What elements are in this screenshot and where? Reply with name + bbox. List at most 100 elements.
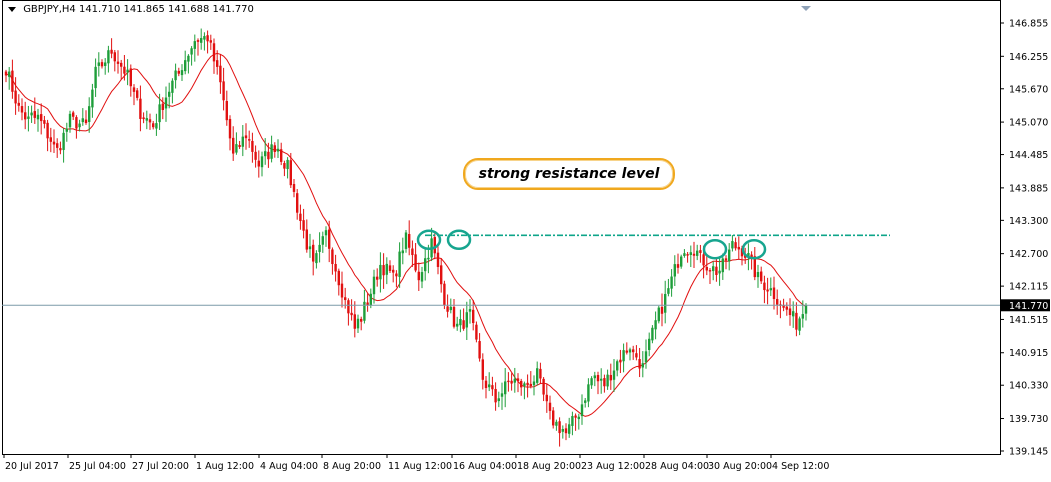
- candle: [94, 58, 97, 97]
- candle-body: [577, 416, 580, 420]
- candle: [40, 103, 43, 135]
- candle: [299, 204, 302, 230]
- candle: [641, 351, 644, 378]
- x-tick-label: 27 Jul 20:00: [132, 461, 189, 472]
- candle: [132, 84, 136, 106]
- candle: [324, 226, 328, 247]
- candle: [545, 383, 548, 413]
- candle-body: [187, 55, 190, 62]
- candle: [142, 112, 145, 124]
- candle: [683, 249, 686, 258]
- candle: [385, 257, 388, 285]
- candle: [312, 239, 315, 276]
- candle-body: [804, 305, 808, 314]
- candle: [657, 305, 660, 324]
- candle-body: [436, 252, 440, 267]
- candle: [612, 358, 616, 392]
- ohlc-values: 141.710 141.865 141.688 141.770: [78, 4, 254, 15]
- candle: [619, 349, 622, 374]
- candle: [728, 243, 731, 271]
- candle-body: [14, 90, 17, 104]
- candle: [216, 50, 219, 75]
- candle: [91, 83, 94, 118]
- candle: [235, 132, 238, 155]
- candle-body: [94, 66, 97, 89]
- candle: [360, 316, 363, 331]
- candle: [161, 97, 164, 120]
- candle-body: [600, 378, 603, 381]
- candle-body: [238, 145, 241, 148]
- candle: [667, 278, 670, 297]
- candle-body: [481, 359, 484, 380]
- candle-body: [632, 349, 635, 353]
- candle: [625, 342, 628, 355]
- candle-body: [552, 410, 555, 426]
- x-tick-label: 4 Sep 12:00: [772, 461, 829, 472]
- candle-body: [315, 253, 318, 264]
- candle-body: [491, 385, 494, 390]
- y-tick-label: 146.255: [1009, 52, 1048, 63]
- candle-body: [244, 135, 248, 139]
- candle: [420, 266, 424, 289]
- candle: [680, 254, 683, 269]
- candle-body: [676, 264, 680, 268]
- candle: [520, 378, 523, 396]
- candle: [81, 108, 84, 126]
- candle: [542, 377, 545, 402]
- candle-body: [228, 118, 232, 139]
- candle: [251, 132, 254, 163]
- candle-body: [558, 421, 561, 434]
- candle: [171, 78, 174, 104]
- dropdown-triangle-icon[interactable]: [8, 6, 16, 12]
- candle-body: [788, 308, 792, 316]
- candle-body: [420, 272, 424, 282]
- candle-body: [619, 359, 622, 363]
- candle: [414, 243, 417, 273]
- candle: [491, 376, 494, 396]
- candle-body: [465, 312, 468, 328]
- candle-body: [65, 128, 68, 132]
- candle: [158, 93, 161, 130]
- candle-body: [548, 402, 552, 411]
- candle: [350, 299, 353, 321]
- candle-body: [785, 306, 788, 310]
- candle: [228, 115, 232, 151]
- candle-body: [510, 380, 513, 384]
- candle: [254, 145, 257, 168]
- candle-body: [299, 213, 302, 222]
- candle: [24, 101, 27, 130]
- candle-body: [401, 250, 404, 254]
- candle-body: [267, 151, 270, 160]
- candle-body: [280, 149, 283, 162]
- candle: [552, 407, 555, 429]
- candle-body: [312, 244, 315, 262]
- candle-body: [382, 265, 385, 276]
- candle: [510, 373, 513, 391]
- candle-body: [507, 380, 510, 383]
- x-axis: 20 Jul 2017 25 Jul 04:00 27 Jul 20:00 1 Aug…: [3, 454, 829, 472]
- candle-body: [433, 237, 436, 254]
- candle: [484, 375, 488, 399]
- candle-body: [443, 283, 446, 306]
- candle: [305, 219, 308, 253]
- candle: [244, 123, 248, 150]
- candle-body: [171, 80, 174, 93]
- candle: [670, 269, 673, 297]
- candle: [699, 244, 702, 263]
- candle-body: [705, 266, 708, 271]
- candle: [756, 264, 760, 288]
- resistance-touch-circle: [702, 238, 728, 260]
- candle-body: [350, 312, 353, 316]
- candle: [267, 142, 270, 168]
- candle: [766, 277, 769, 305]
- scroll-marker-icon: [801, 6, 811, 11]
- candle: [660, 293, 664, 327]
- candle: [145, 110, 148, 130]
- candle-body: [324, 230, 328, 236]
- moving-average-line: [5, 52, 807, 417]
- candle-body: [459, 319, 462, 326]
- candle: [315, 250, 318, 269]
- candle-body: [801, 314, 804, 319]
